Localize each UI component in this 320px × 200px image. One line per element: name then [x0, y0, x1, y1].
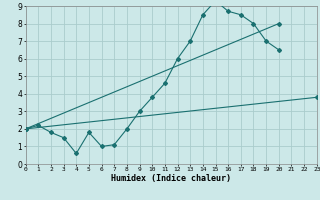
X-axis label: Humidex (Indice chaleur): Humidex (Indice chaleur) [111, 174, 231, 183]
